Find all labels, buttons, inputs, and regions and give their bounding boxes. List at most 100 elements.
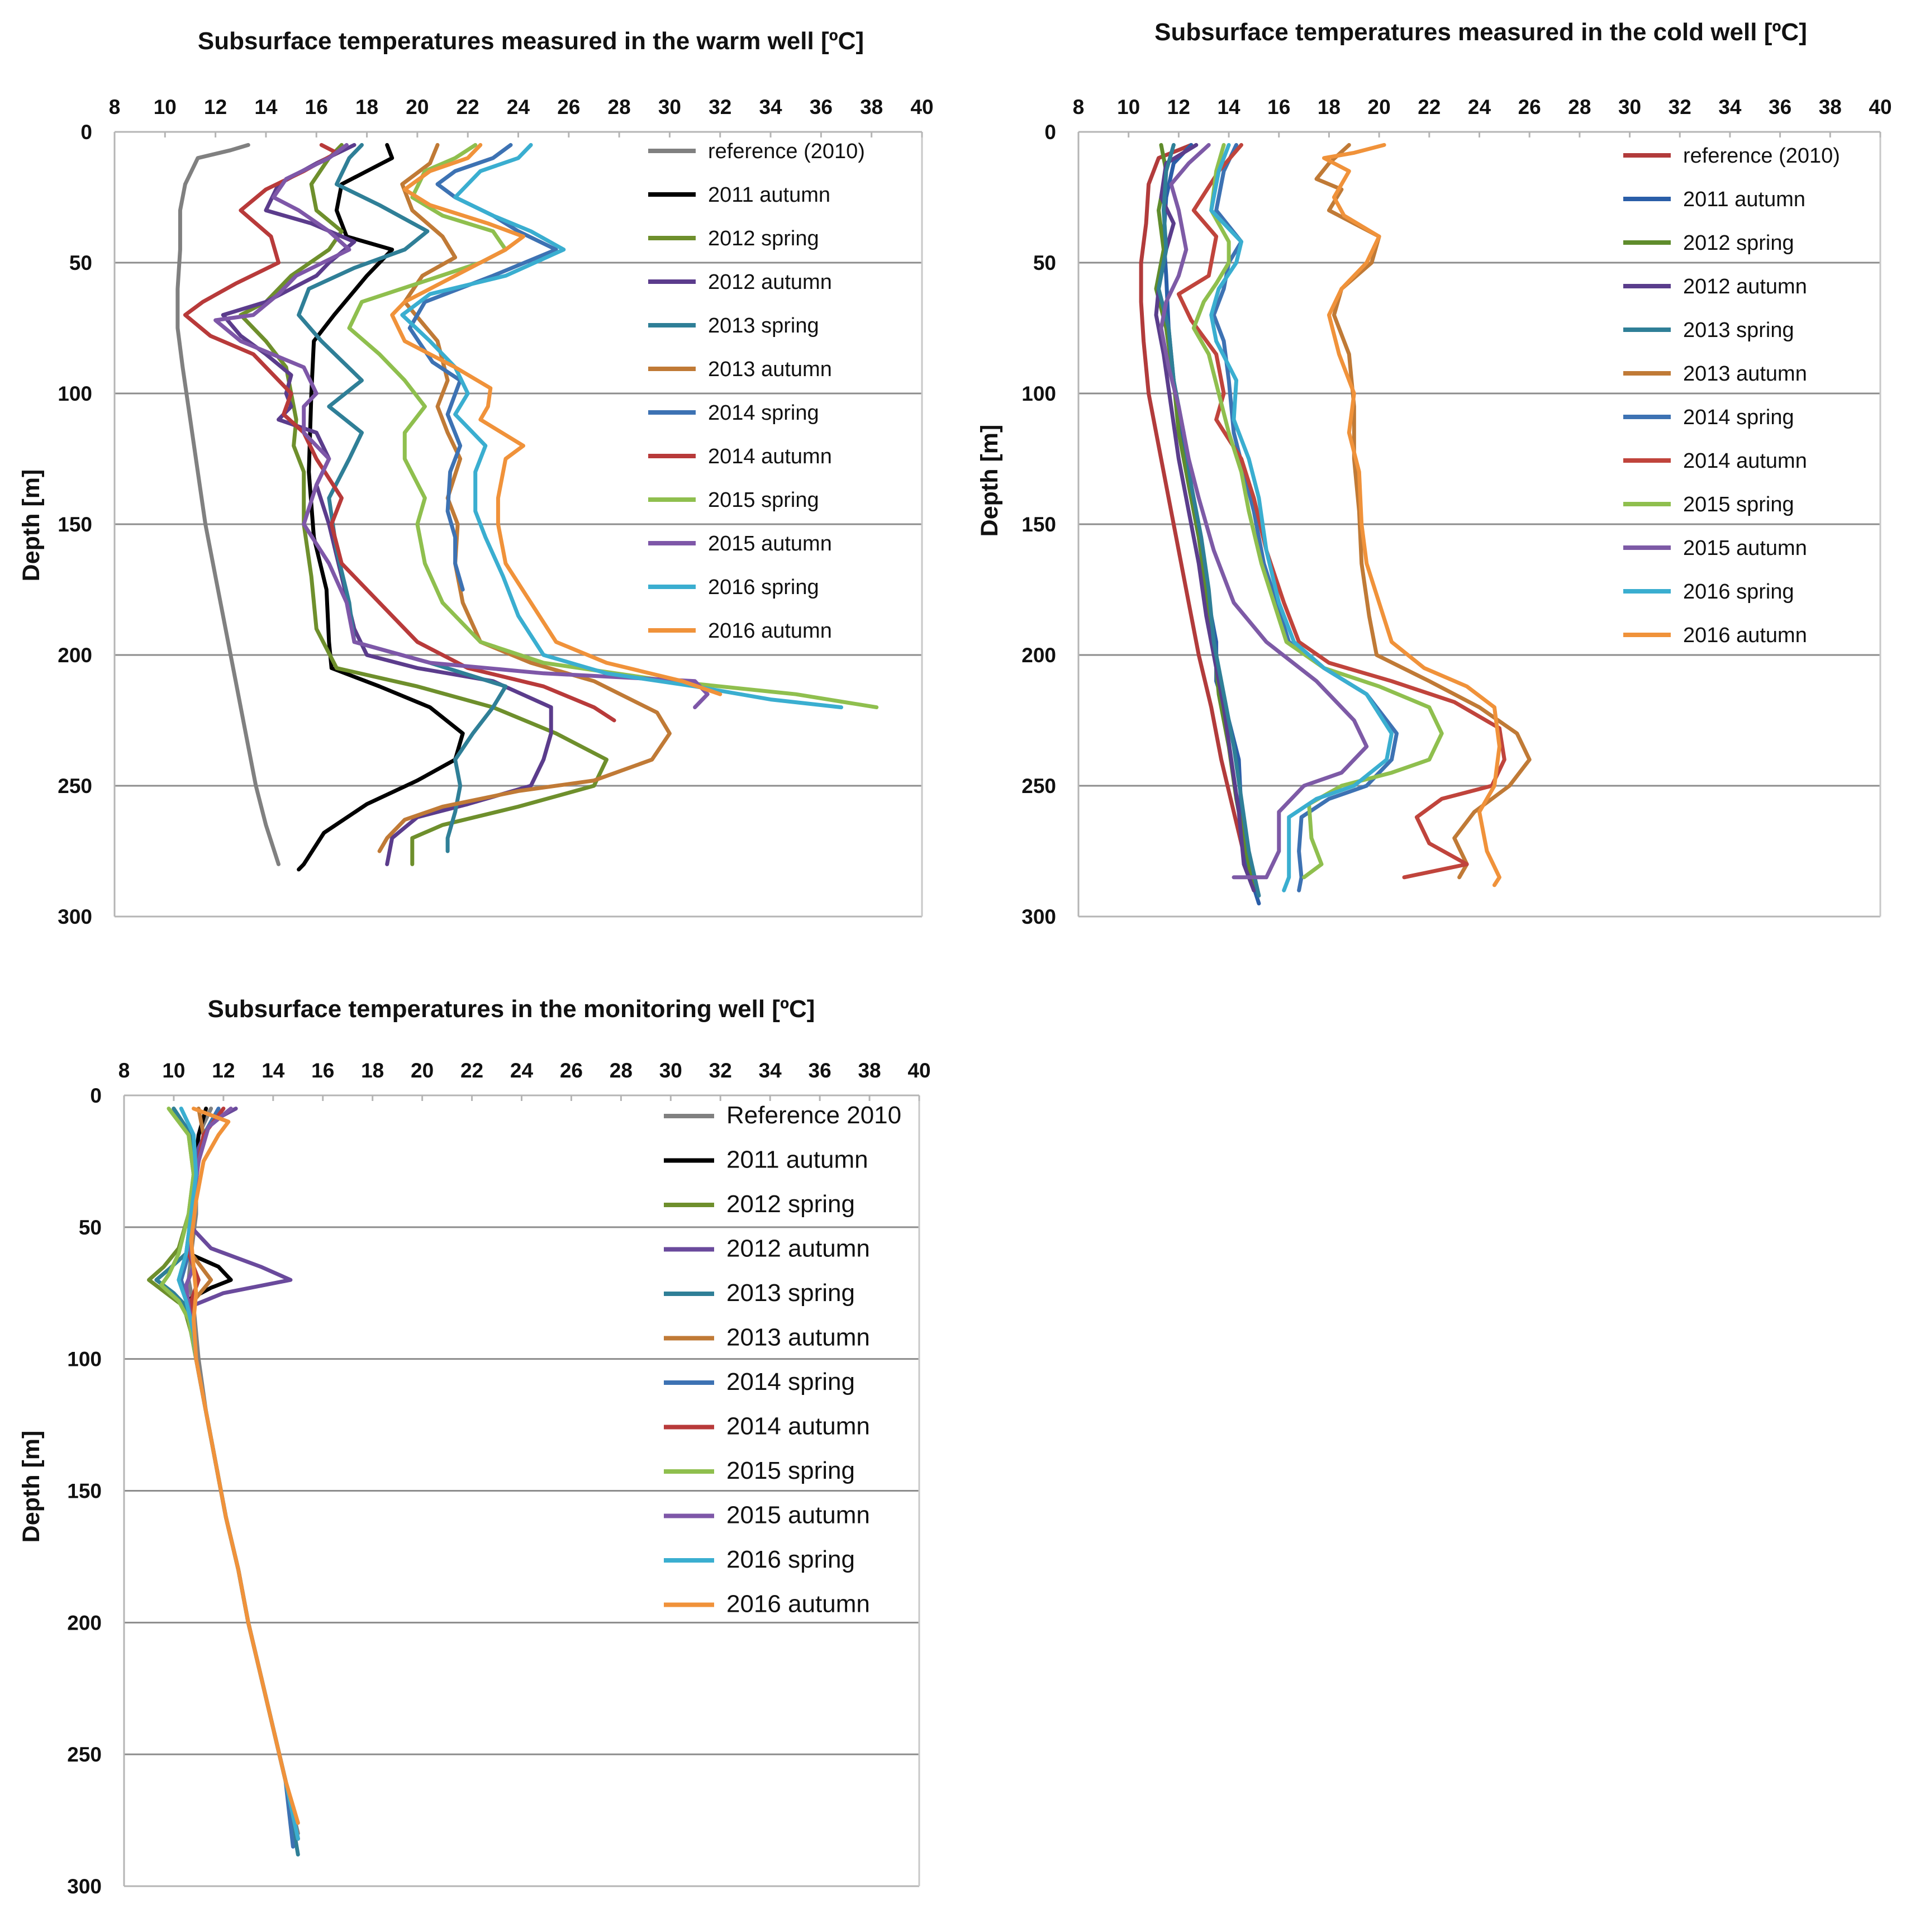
x-tick-label: 12	[212, 1059, 235, 1082]
x-tick-label: 40	[1869, 96, 1891, 118]
legend-label: 2011 autumn	[1683, 188, 1805, 211]
y-tick-label: 250	[1021, 775, 1056, 798]
x-tick-label: 26	[557, 96, 580, 118]
legend-label: 2013 spring	[1683, 319, 1794, 342]
series-line	[1209, 143, 1394, 893]
x-tick-label: 32	[709, 96, 731, 118]
series-line	[1176, 143, 1506, 880]
series-line	[390, 143, 723, 696]
legend: Reference 2010 2011 autumn 2012 spring 2012…	[664, 1102, 901, 1618]
y-tick-label: 100	[58, 382, 92, 405]
legend-label: 2015 spring	[708, 488, 819, 512]
series-line	[159, 1107, 300, 1841]
legend-label: 2016 autumn	[1683, 624, 1807, 647]
y-tick-label: 150	[58, 513, 92, 536]
y-tick-label: 50	[1033, 251, 1056, 274]
y-tick-label: 300	[58, 905, 92, 928]
series-line	[175, 143, 281, 866]
y-tick-label: 250	[67, 1743, 102, 1766]
legend-label: 2016 spring	[1683, 580, 1794, 604]
x-tick-label: 38	[1819, 96, 1842, 118]
y-tick-label: 0	[1044, 121, 1056, 144]
y-tick-label: 50	[79, 1216, 102, 1239]
series-line	[377, 143, 672, 853]
series-line	[1159, 143, 1369, 880]
legend-label: 2014 autumn	[1683, 449, 1807, 473]
x-tick-label: 20	[1368, 96, 1391, 118]
y-tick-label: 100	[67, 1348, 102, 1371]
chart-3: Subsurface temperatures in the monitorin…	[18, 995, 931, 1898]
y-tick-label: 100	[1021, 382, 1056, 405]
x-tick-label: 30	[659, 1059, 682, 1082]
series-line	[213, 143, 710, 710]
x-tick-label: 40	[907, 1059, 930, 1082]
legend-label: 2013 autumn	[708, 358, 832, 381]
x-tick-label: 34	[1718, 96, 1742, 118]
series-line	[400, 143, 843, 710]
x-tick-label: 18	[355, 96, 378, 118]
series-line	[183, 143, 616, 723]
x-tick-label: 24	[510, 1059, 534, 1082]
x-tick-label: 14	[262, 1059, 285, 1082]
legend-label: Reference 2010	[726, 1102, 901, 1129]
x-tick-label: 34	[759, 96, 782, 118]
legend-label: 2012 spring	[726, 1190, 855, 1218]
y-tick-label: 300	[1021, 905, 1056, 928]
series-line	[187, 1107, 300, 1836]
legend-label: 2014 autumn	[726, 1413, 870, 1440]
legend-label: 2016 spring	[708, 576, 819, 599]
legend: reference (2010) 2011 autumn 2012 spring 20…	[1623, 144, 1840, 647]
x-tick-label: 22	[1418, 96, 1441, 118]
x-tick-label: 34	[759, 1059, 782, 1082]
series-line	[347, 143, 879, 710]
legend-label: 2015 autumn	[1683, 537, 1807, 560]
x-tick-label: 18	[1318, 96, 1341, 118]
series-line	[189, 1107, 300, 1841]
legend-label: 2014 autumn	[708, 445, 832, 468]
legend-label: 2012 autumn	[1683, 275, 1807, 298]
legend-label: 2011 autumn	[726, 1146, 868, 1174]
x-tick-label: 8	[118, 1059, 130, 1082]
series-line	[147, 1107, 300, 1841]
x-tick-label: 38	[860, 96, 883, 118]
legend-label: 2015 spring	[1683, 493, 1794, 516]
chart-title: Subsurface temperatures in the monitorin…	[208, 995, 815, 1023]
y-tick-label: 150	[1021, 513, 1056, 536]
x-tick-label: 16	[305, 96, 328, 118]
y-tick-label: 0	[80, 121, 92, 144]
y-axis-label: Depth [m]	[18, 469, 45, 582]
x-tick-label: 18	[361, 1059, 384, 1082]
x-tick-label: 20	[411, 1059, 434, 1082]
x-tick-label: 10	[162, 1059, 185, 1082]
x-tick-label: 16	[311, 1059, 334, 1082]
chart-title: Subsurface temperatures measured in the …	[1154, 18, 1807, 46]
legend-label: 2015 autumn	[726, 1502, 870, 1529]
series-line	[1157, 143, 1261, 898]
legend-label: 2016 autumn	[726, 1591, 870, 1618]
y-tick-label: 200	[1021, 644, 1056, 667]
legend-label: 2012 autumn	[726, 1235, 870, 1262]
x-tick-label: 14	[254, 96, 278, 118]
x-tick-label: 10	[1117, 96, 1140, 118]
y-tick-label: 150	[67, 1480, 102, 1503]
x-tick-label: 36	[809, 1059, 831, 1082]
x-tick-label: 30	[1618, 96, 1641, 118]
x-tick-label: 26	[1518, 96, 1541, 118]
y-axis-label: Depth [m]	[976, 425, 1003, 537]
x-tick-label: 16	[1267, 96, 1290, 118]
y-tick-label: 250	[58, 775, 92, 798]
y-tick-label: 200	[67, 1611, 102, 1634]
series-line	[189, 1107, 300, 1825]
y-tick-label: 200	[58, 644, 92, 667]
x-tick-label: 12	[204, 96, 227, 118]
legend-label: 2012 autumn	[708, 270, 832, 294]
legend-label: 2014 spring	[708, 401, 819, 425]
series-line	[189, 1107, 300, 1841]
legend: reference (2010) 2011 autumn 2012 spring 20…	[648, 140, 865, 643]
legend-label: 2013 autumn	[1683, 362, 1807, 386]
x-tick-label: 28	[1568, 96, 1591, 118]
series-line	[239, 143, 609, 866]
series-line	[1139, 143, 1248, 866]
x-tick-label: 30	[658, 96, 681, 118]
